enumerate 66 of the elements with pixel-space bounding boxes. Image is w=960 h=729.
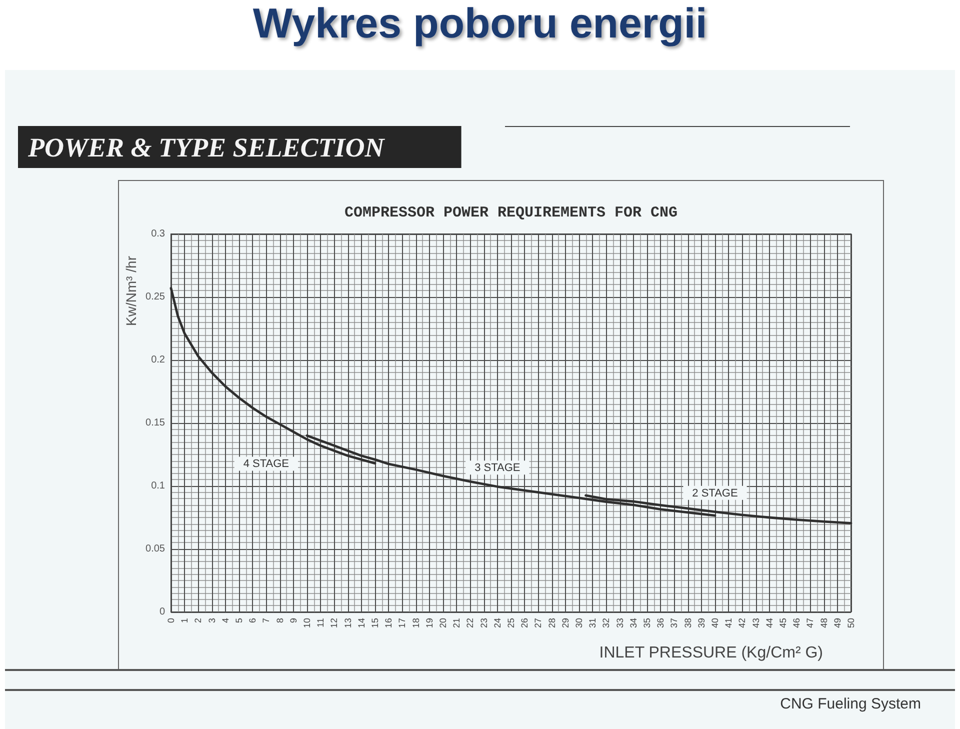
text: COMPRESSOR POWER REQUIREMENTS FOR CNG	[344, 204, 678, 222]
x-tick-label: 0	[166, 618, 176, 624]
y-tick-label: 0.25	[146, 292, 166, 302]
x-tick-label: 16	[384, 618, 394, 628]
x-tick-label: 39	[696, 618, 706, 628]
x-tick-label: 23	[478, 618, 489, 628]
x-tick-label: 33	[614, 618, 625, 628]
x-tick-label: 20	[438, 618, 448, 628]
y-tick-label: 0.05	[146, 544, 166, 554]
x-tick-label: 24	[492, 618, 502, 628]
x-axis-title: INLET PRESSURE (Kg/Cm² G)	[599, 644, 823, 662]
y-tick-label: 0.15	[146, 418, 166, 428]
x-tick-label: 3	[206, 618, 217, 624]
x-tick-label: 5	[234, 618, 244, 624]
x-tick-label: 7	[261, 618, 272, 624]
x-tick-label: 31	[588, 618, 598, 628]
x-tick-label: 14	[356, 618, 366, 628]
x-tick-label: 19	[424, 618, 434, 628]
x-tick-label: 8	[274, 618, 285, 624]
x-tick-label: 40	[710, 618, 720, 628]
x-tick-label: 47	[805, 618, 816, 628]
y-tick-label: 0.2	[151, 354, 166, 366]
x-tick-label: 11	[316, 618, 326, 628]
x-tick-label: 49	[832, 618, 842, 628]
x-tick-label: 38	[682, 618, 693, 628]
x-tick-label: 2	[193, 618, 204, 624]
x-tick-label: 13	[342, 618, 353, 628]
y-tick-label: 0.1	[151, 480, 166, 492]
x-tick-label: 21	[452, 618, 462, 628]
text: CNG Fueling System	[780, 696, 921, 712]
x-tick-label: 22	[465, 618, 476, 628]
chart-title: Wykres poboru energii	[252, 0, 708, 46]
chart-subtitle: POWER & TYPE SELECTION	[27, 132, 386, 162]
x-tick-label: 18	[410, 618, 421, 628]
x-tick-label: 15	[370, 618, 380, 628]
x-tick-label: 45	[778, 618, 788, 628]
x-tick-label: 9	[288, 618, 298, 624]
x-tick-label: 48	[818, 618, 829, 628]
series-label: 2 STAGE	[692, 487, 738, 500]
x-tick-label: 1	[180, 618, 190, 624]
x-tick-label: 37	[669, 618, 680, 628]
x-tick-label: 28	[546, 618, 557, 628]
x-tick-label: 30	[574, 618, 584, 628]
x-tick-label: 12	[329, 618, 340, 628]
x-tick-label: 50	[846, 618, 856, 628]
x-tick-label: 29	[560, 618, 570, 628]
x-tick-label: 36	[656, 618, 666, 628]
x-tick-label: 4	[220, 618, 230, 624]
text: 4 STAGE	[243, 458, 290, 470]
x-tick-label: 42	[737, 618, 748, 628]
x-tick-label: 32	[601, 618, 612, 628]
x-tick-label: 46	[792, 618, 802, 628]
x-tick-label: 25	[506, 618, 516, 628]
x-tick-label: 35	[642, 618, 652, 628]
x-tick-label: 34	[628, 618, 638, 628]
x-tick-label: 6	[248, 618, 258, 624]
x-tick-label: 26	[520, 618, 530, 628]
x-tick-label: 10	[302, 618, 312, 628]
y-axis-title: Kw/Nm³ /hr	[123, 256, 139, 326]
x-tick-label: 27	[533, 618, 544, 628]
x-tick-label: 41	[724, 618, 734, 628]
y-tick-label: 0.3	[151, 228, 166, 240]
x-tick-label: 43	[750, 618, 761, 628]
x-tick-label: 17	[397, 618, 408, 628]
series-label: 3 STAGE	[474, 462, 520, 474]
x-tick-label: 44	[764, 618, 774, 628]
